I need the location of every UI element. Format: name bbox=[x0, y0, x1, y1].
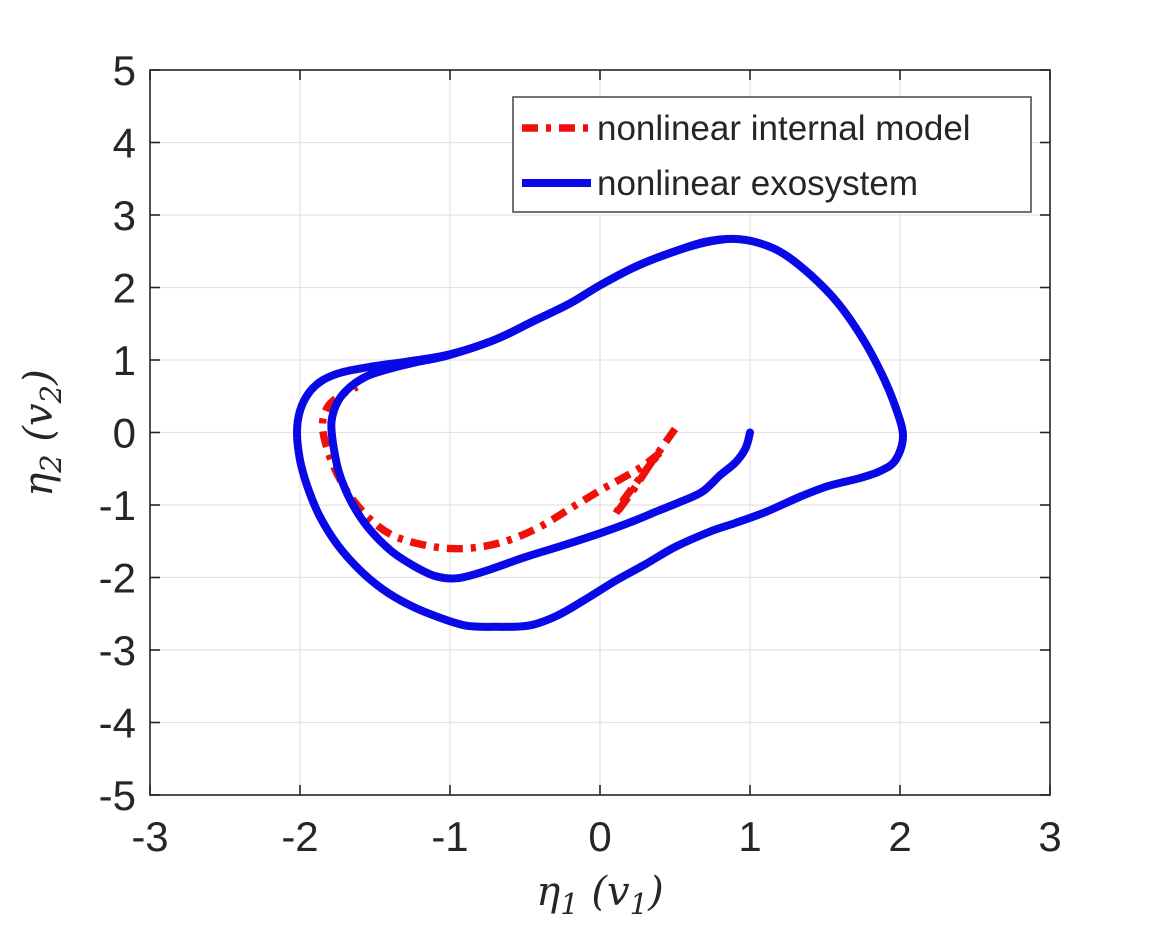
legend-box bbox=[512, 96, 1032, 213]
x-axis-label: η1​ (v1​) bbox=[536, 869, 663, 921]
x-tick-label-1: 1 bbox=[738, 813, 761, 860]
y-tick-label-0: 0 bbox=[113, 410, 136, 457]
legend: nonlinear internal model nonlinear exosys… bbox=[512, 96, 1032, 213]
axis-label-layer: η1​ (v1​) η2​ (v2​) bbox=[16, 369, 664, 921]
y-tick-label-4: 4 bbox=[113, 120, 136, 167]
x-tick-label-0: 0 bbox=[588, 813, 611, 860]
y-tick-label-3: 3 bbox=[113, 192, 136, 239]
x-tick-label--1: -1 bbox=[431, 813, 468, 860]
y-axis-label: η2​ (v2​) bbox=[16, 369, 68, 496]
x-tick-label--2: -2 bbox=[281, 813, 318, 860]
x-tick-label-3: 3 bbox=[1038, 813, 1061, 860]
series-path-nonlinear-exosystem-1 bbox=[293, 234, 907, 631]
axes-layer bbox=[149, 69, 1051, 796]
y-tick-label--5: -5 bbox=[99, 772, 136, 819]
legend-label-1: nonlinear exosystem bbox=[597, 164, 918, 203]
legend-label-0: nonlinear internal model bbox=[597, 109, 971, 148]
y-tick-label--1: -1 bbox=[99, 482, 136, 529]
series-path-nonlinear-exosystem-0 bbox=[327, 234, 754, 583]
series-path-nonlinear-internal-model-0 bbox=[611, 426, 679, 519]
y-tick-label-5: 5 bbox=[113, 47, 136, 94]
x-tick-label--3: -3 bbox=[131, 813, 168, 860]
series-path-nonlinear-internal-model-1 bbox=[318, 383, 663, 553]
y-tick-label--2: -2 bbox=[99, 555, 136, 602]
y-tick-label--4: -4 bbox=[99, 700, 136, 747]
series-layer bbox=[293, 234, 907, 631]
tick-label-layer: -3 -2 -1 0 1 2 3 -5 -4 -3 -2 -1 0 1 2 3 4 5 bbox=[99, 47, 1062, 860]
y-tick-label--3: -3 bbox=[99, 627, 136, 674]
x-tick-label-2: 2 bbox=[888, 813, 911, 860]
y-tick-label-2: 2 bbox=[113, 265, 136, 312]
y-tick-label-1: 1 bbox=[113, 337, 136, 384]
